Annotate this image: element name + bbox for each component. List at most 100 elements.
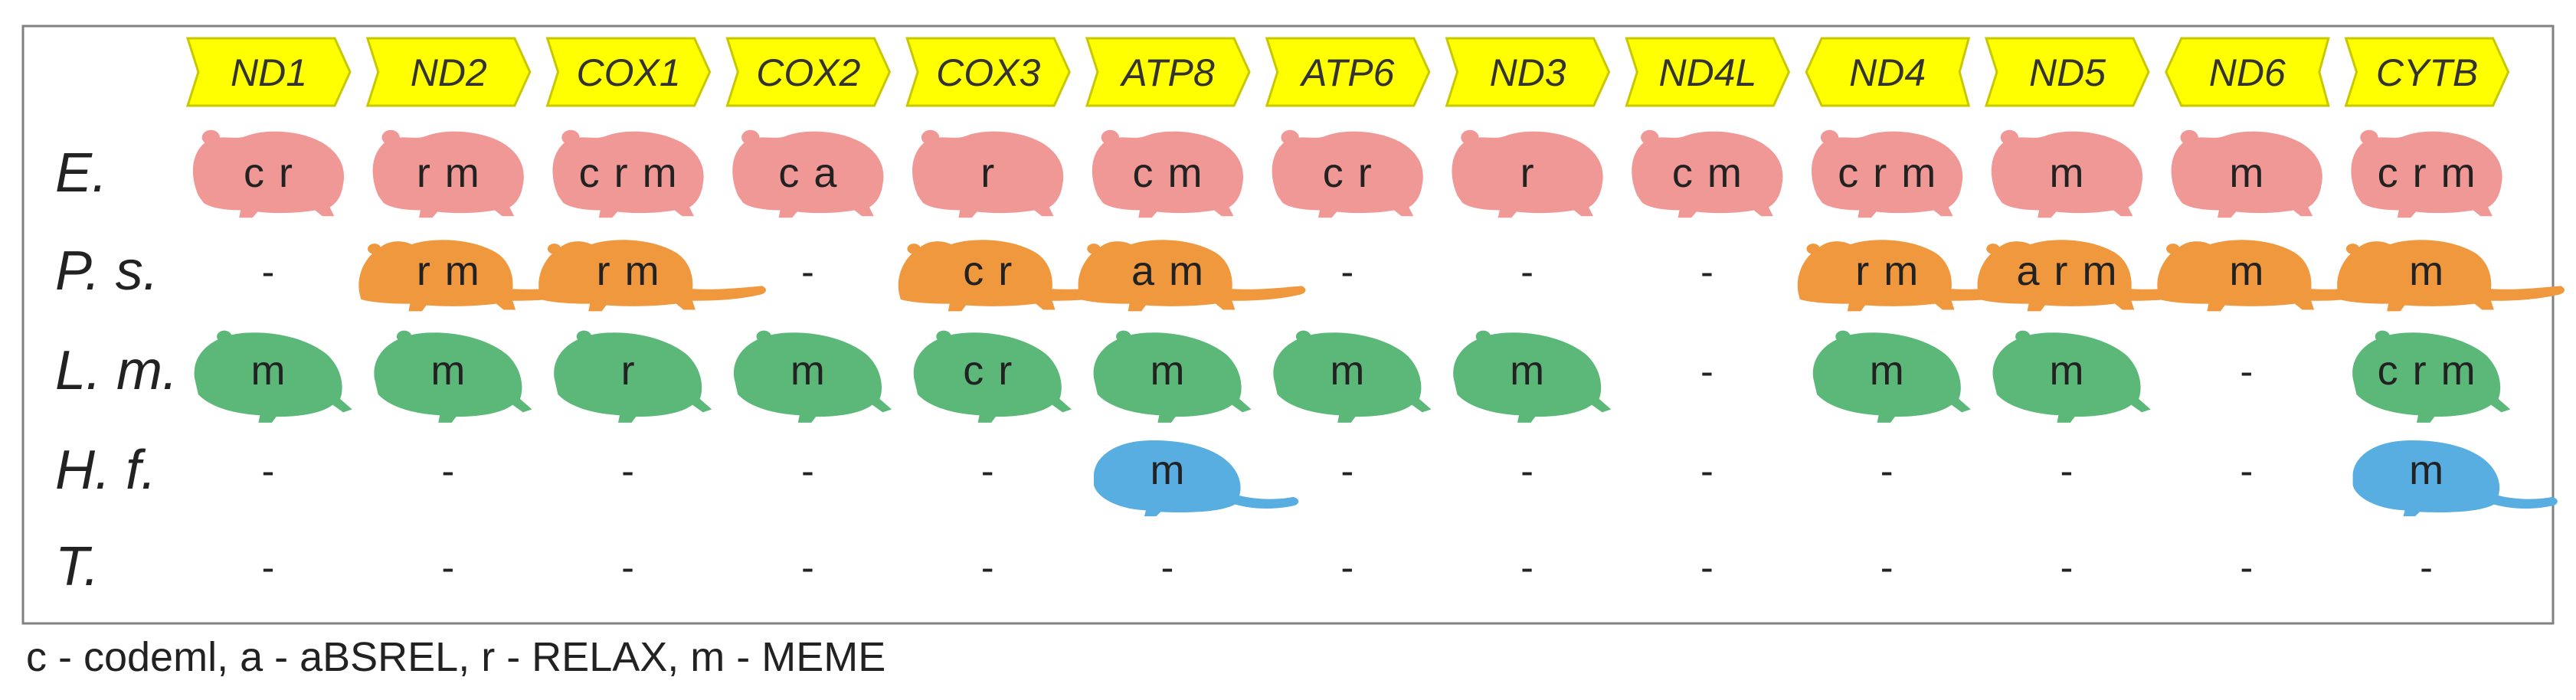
selection-cell: - (1520, 546, 1535, 589)
selection-cell: - (1520, 250, 1533, 293)
selection-cell: - (262, 546, 275, 589)
selection-cell: - (801, 546, 816, 589)
method-codes: m (430, 348, 466, 394)
selection-cell: - (1700, 546, 1714, 589)
species-row: T. - - - - - - - - - - - - - (55, 536, 2434, 597)
no-selection-dash: - (801, 546, 816, 589)
no-selection-dash: - (2240, 350, 2254, 393)
selection-cell: - (1700, 450, 1715, 492)
gene-label: ND5 (2029, 51, 2106, 94)
gene-header: ND1 ND2 COX1 COX2 COX3 ATP8 ATP6 ND3 ND4L ND4 ND5 N… (186, 37, 2510, 107)
gene-arrow-nd2: ND2 (366, 37, 532, 107)
selection-cell: r m (358, 240, 587, 312)
selection-cell: - (1340, 546, 1355, 589)
method-codes: c r m (2378, 150, 2477, 196)
selection-cell: m (2171, 129, 2322, 218)
figure-frame (21, 25, 2555, 625)
no-selection-dash: - (262, 450, 277, 492)
gene-arrow-cox3: COX3 (905, 37, 1071, 107)
no-selection-dash: - (1340, 546, 1355, 589)
method-codes: m (2229, 150, 2265, 196)
gene-arrow-cytb: CYTB (2345, 37, 2510, 107)
method-codes: c r m (579, 150, 679, 196)
selection-cell: c r (192, 129, 345, 218)
no-selection-dash: - (1880, 546, 1895, 589)
no-selection-dash: - (2240, 450, 2254, 492)
no-selection-dash: - (621, 450, 636, 492)
selection-cell: c r m (2352, 330, 2511, 423)
gene-arrow-cox1: COX1 (546, 37, 712, 107)
selection-cell: - (1700, 250, 1715, 293)
selection-cell: - (1880, 546, 1895, 589)
method-codes: c r (963, 348, 1013, 394)
method-codes: m (1870, 348, 1906, 394)
species-row: P. s. - r m r m - c r a m - - - r m a r m m m (55, 240, 2565, 312)
gene-arrow-atp8: ATP8 (1085, 37, 1251, 107)
method-codes: r m (1855, 248, 1920, 294)
gene-arrow-nd1: ND1 (186, 37, 352, 107)
gene-label: ATP6 (1299, 51, 1395, 94)
selection-cell: r (912, 129, 1064, 218)
selection-cell: - (262, 450, 277, 492)
selection-cell: c r (1272, 129, 1423, 218)
gene-arrow-nd4l: ND4L (1625, 37, 1790, 107)
selection-cell: m (374, 330, 532, 423)
gene-arrow-nd4: ND4 (1805, 37, 1970, 107)
gene-label: COX1 (577, 51, 681, 94)
method-codes: c m (1672, 150, 1743, 196)
selection-cell: r (1452, 129, 1603, 218)
method-codes: c r (244, 150, 294, 196)
species-label: H. f. (55, 440, 156, 501)
method-codes: m (2409, 248, 2445, 294)
no-selection-dash: - (801, 450, 816, 492)
selection-cell: r m (372, 129, 524, 218)
no-selection-dash: - (981, 450, 996, 492)
method-codes: c r m (1838, 150, 1937, 196)
selection-cell: - (1340, 450, 1353, 492)
method-codes: r (980, 150, 996, 196)
gene-arrow-nd3: ND3 (1445, 37, 1611, 107)
species-label: E. (55, 142, 107, 204)
no-selection-dash: - (1700, 250, 1715, 293)
selection-cell: - (2240, 450, 2254, 492)
method-codes: m (1151, 447, 1187, 493)
method-codes: c r (1323, 150, 1373, 196)
selection-cell: c m (1092, 129, 1244, 218)
method-codes: m (2409, 447, 2445, 493)
selection-cell: c r m (552, 129, 704, 218)
selection-cell: m (1094, 440, 1299, 517)
no-selection-dash: - (1700, 350, 1715, 393)
no-selection-dash: - (2060, 450, 2075, 492)
selection-cell: - (801, 450, 816, 492)
gene-label: COX2 (756, 51, 860, 94)
gene-label: COX3 (936, 51, 1040, 94)
no-selection-dash: - (1700, 450, 1715, 492)
selection-cell: - (981, 450, 996, 492)
method-codes: m (1330, 348, 1366, 394)
selection-cell: r m (538, 240, 766, 312)
no-selection-dash: - (1520, 546, 1535, 589)
selection-cell: c a (732, 129, 884, 218)
species-label: L. m. (55, 340, 178, 401)
selection-cell: a r m (1977, 240, 2205, 312)
no-selection-dash: - (1161, 546, 1176, 589)
selection-cell: - (2060, 450, 2075, 492)
species-row: H. f. - - - - - m - - - - - - m (55, 440, 2558, 517)
selection-cell: - (621, 450, 636, 492)
gene-arrow-atp6: ATP6 (1265, 37, 1431, 107)
method-codes: r (621, 348, 637, 394)
selection-cell: m (2157, 240, 2385, 312)
selection-cell: c r (913, 330, 1072, 423)
method-codes: c r (963, 248, 1013, 294)
no-selection-dash: - (2420, 546, 2434, 589)
selection-cell: - (1340, 250, 1353, 293)
gene-label: ND2 (411, 51, 487, 94)
selection-cell: - (2060, 546, 2074, 589)
selection-cell: a m (1078, 240, 1306, 312)
selection-cell: m (2352, 440, 2558, 517)
selection-cell: m (1273, 330, 1432, 423)
selection-cell: r (554, 330, 712, 423)
method-codes: r m (417, 248, 481, 294)
legend-text: c - codeml, a - aBSREL, r - RELAX, m - M… (26, 634, 885, 680)
selection-cell: - (262, 250, 275, 293)
